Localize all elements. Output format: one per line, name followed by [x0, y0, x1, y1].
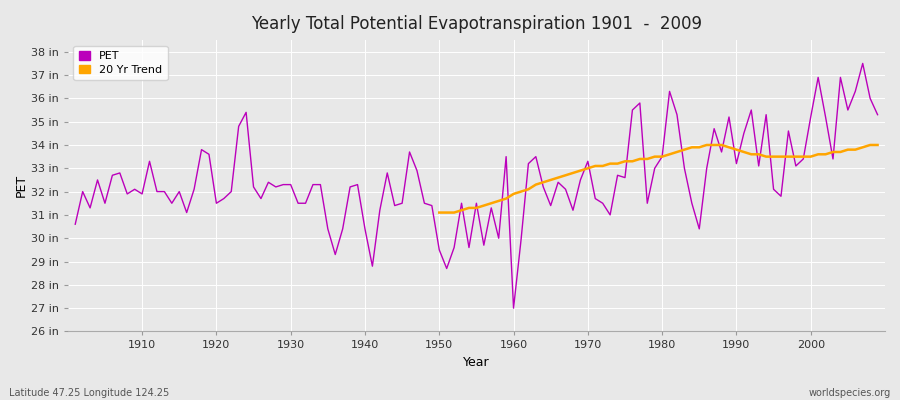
Text: worldspecies.org: worldspecies.org	[809, 388, 891, 398]
PET	[508, 306, 519, 310]
20 Yr Trend	[508, 192, 519, 196]
Line: PET: PET	[76, 64, 878, 308]
Line: 20 Yr Trend: 20 Yr Trend	[439, 145, 878, 212]
20 Yr Trend	[560, 173, 571, 178]
PET	[292, 201, 303, 206]
20 Yr Trend	[434, 210, 445, 215]
PET	[130, 187, 140, 192]
Y-axis label: PET: PET	[15, 174, 28, 197]
Legend: PET, 20 Yr Trend: PET, 20 Yr Trend	[74, 46, 167, 80]
20 Yr Trend	[716, 142, 727, 147]
PET	[516, 238, 526, 243]
X-axis label: Year: Year	[464, 356, 490, 369]
20 Yr Trend	[872, 142, 883, 147]
20 Yr Trend	[545, 178, 556, 182]
PET	[70, 222, 81, 227]
PET	[605, 212, 616, 217]
20 Yr Trend	[582, 166, 593, 171]
20 Yr Trend	[701, 142, 712, 147]
PET	[338, 226, 348, 231]
PET	[872, 112, 883, 117]
Text: Latitude 47.25 Longitude 124.25: Latitude 47.25 Longitude 124.25	[9, 388, 169, 398]
PET	[500, 154, 511, 159]
20 Yr Trend	[575, 168, 586, 173]
PET	[858, 61, 868, 66]
Title: Yearly Total Potential Evapotranspiration 1901  -  2009: Yearly Total Potential Evapotranspiratio…	[251, 15, 702, 33]
